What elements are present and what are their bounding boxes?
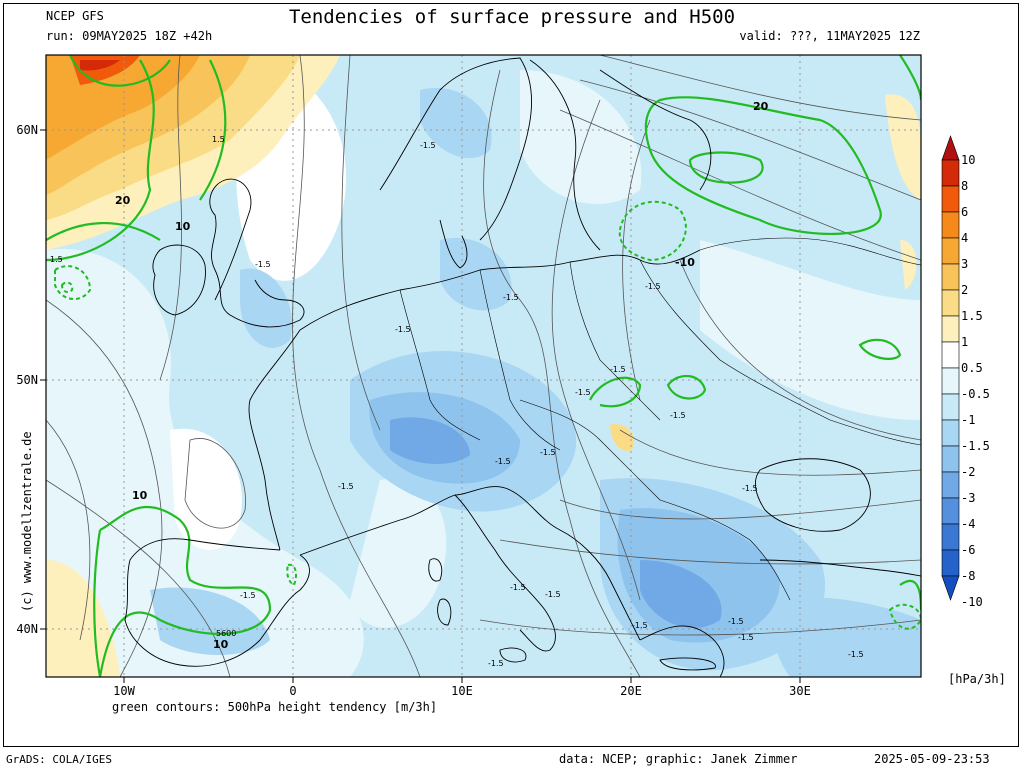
lon-label-0: 0 xyxy=(289,684,296,698)
colorbar-unit: [hPa/3h] xyxy=(948,672,1006,686)
colorbar-label: 0.5 xyxy=(961,361,983,375)
colorbar-swatch xyxy=(941,237,960,265)
colorbar-swatch xyxy=(941,315,960,343)
figure-frame xyxy=(3,3,1019,747)
contour-label: -1.5 xyxy=(420,141,436,150)
green-contour-label: 20 xyxy=(115,194,131,207)
contour-label: -1.5 xyxy=(610,365,626,374)
colorbar-label: -0.5 xyxy=(961,387,990,401)
colorbar-label: -6 xyxy=(961,543,976,557)
contour-label: -1.5 xyxy=(540,448,556,457)
contour-label: -1.5 xyxy=(632,621,648,630)
timestamp: 2025-05-09-23:53 xyxy=(874,752,990,766)
contour-label: -1.5 xyxy=(670,411,686,420)
colorbar-swatch xyxy=(941,471,960,499)
colorbar-label: -1 xyxy=(961,413,976,427)
colorbar-label: -8 xyxy=(961,569,976,583)
contour-label: -1.5 xyxy=(742,484,758,493)
colorbar-swatch xyxy=(941,341,960,369)
lon-label-30e: 30E xyxy=(789,684,811,698)
green-contour-label: 20 xyxy=(753,100,769,113)
model-label: NCEP GFS xyxy=(46,9,104,23)
colorbar-bottom-arrow xyxy=(941,575,960,601)
colorbar-swatch xyxy=(941,445,960,473)
contour-label: -1.5 xyxy=(255,260,271,269)
contour-label: -1.5 xyxy=(495,457,511,466)
contour-label-5600: 5600 xyxy=(216,629,236,638)
colorbar-swatch xyxy=(941,419,960,447)
colorbar-label: -1.5 xyxy=(961,439,990,453)
colorbar-swatch xyxy=(941,289,960,317)
colorbar-label: -10 xyxy=(961,595,983,609)
colorbar-label: 6 xyxy=(961,205,969,219)
colorbar-swatch xyxy=(941,549,960,577)
contour-label: 1.5 xyxy=(212,135,225,144)
map-border xyxy=(45,54,922,678)
green-contour-label: -10 xyxy=(675,256,695,269)
contour-label: -1.5 xyxy=(738,633,754,642)
colorbar-swatch xyxy=(941,211,960,239)
colorbar-label: 1.5 xyxy=(961,309,983,323)
lon-label-10e: 10E xyxy=(451,684,473,698)
green-contour-label: 10 xyxy=(132,489,148,502)
green-contour-label: 10 xyxy=(213,638,229,651)
contour-label: -1.5 xyxy=(240,591,256,600)
contour-label: -1.5 xyxy=(728,617,744,626)
colorbar-top-arrow xyxy=(941,135,960,161)
colorbar-label: 10 xyxy=(961,153,976,167)
axis-ticks xyxy=(40,129,801,683)
graticule xyxy=(46,55,921,677)
contour-label: -1.5 xyxy=(510,583,526,592)
colorbar-label: -4 xyxy=(961,517,976,531)
lat-label-60n: 60N xyxy=(16,123,38,137)
green-contour-label: 10 xyxy=(175,220,191,233)
legend-note: green contours: 500hPa height tendency [… xyxy=(112,700,438,714)
colorbar-swatch xyxy=(941,263,960,291)
lon-label-10w: 10W xyxy=(113,684,135,698)
colorbar-label: 1 xyxy=(961,335,969,349)
colorbar xyxy=(941,135,960,601)
contour-label: -1.5 xyxy=(545,590,561,599)
map-fields xyxy=(46,55,921,677)
contour-label: -1.5 xyxy=(575,388,591,397)
contour-label: -1.5 xyxy=(503,293,519,302)
contour-label: -1.5 xyxy=(338,482,354,491)
watermark: (c) www.modellzentrale.de xyxy=(20,431,34,612)
colorbar-swatch xyxy=(941,523,960,551)
gray-contours xyxy=(46,55,921,677)
colorbar-label: 8 xyxy=(961,179,969,193)
colorbar-swatch xyxy=(941,497,960,525)
colorbar-swatch xyxy=(941,159,960,187)
lat-label-40n: 40N xyxy=(16,622,38,636)
lon-label-20e: 20E xyxy=(620,684,642,698)
colorbar-label: 4 xyxy=(961,231,969,245)
colorbar-label: 3 xyxy=(961,257,969,271)
contour-label: 1.5 xyxy=(50,255,63,264)
contour-label: -1.5 xyxy=(488,659,504,668)
run-label: run: 09MAY2025 18Z +42h xyxy=(46,29,213,43)
lat-label-50n: 50N xyxy=(16,373,38,387)
contour-label: -1.5 xyxy=(848,650,864,659)
colorbar-label: -2 xyxy=(961,465,976,479)
colorbar-swatch xyxy=(941,185,960,213)
contour-label: -1.5 xyxy=(645,282,661,291)
data-credit: data: NCEP; graphic: Janek Zimmer xyxy=(559,752,798,766)
valid-label: valid: ???, 11MAY2025 12Z xyxy=(739,29,920,43)
green-dashed-contours xyxy=(54,200,921,630)
green-contours xyxy=(46,55,921,677)
chart-title: Tendencies of surface pressure and H500 xyxy=(288,6,736,28)
colorbar-swatch xyxy=(941,393,960,421)
colorbar-label: 2 xyxy=(961,283,969,297)
contour-label: -1.5 xyxy=(395,325,411,334)
colorbar-label: -3 xyxy=(961,491,976,505)
colorbar-swatch xyxy=(941,367,960,395)
coastlines xyxy=(124,57,921,677)
grads-credit: GrADS: COLA/IGES xyxy=(6,753,112,766)
